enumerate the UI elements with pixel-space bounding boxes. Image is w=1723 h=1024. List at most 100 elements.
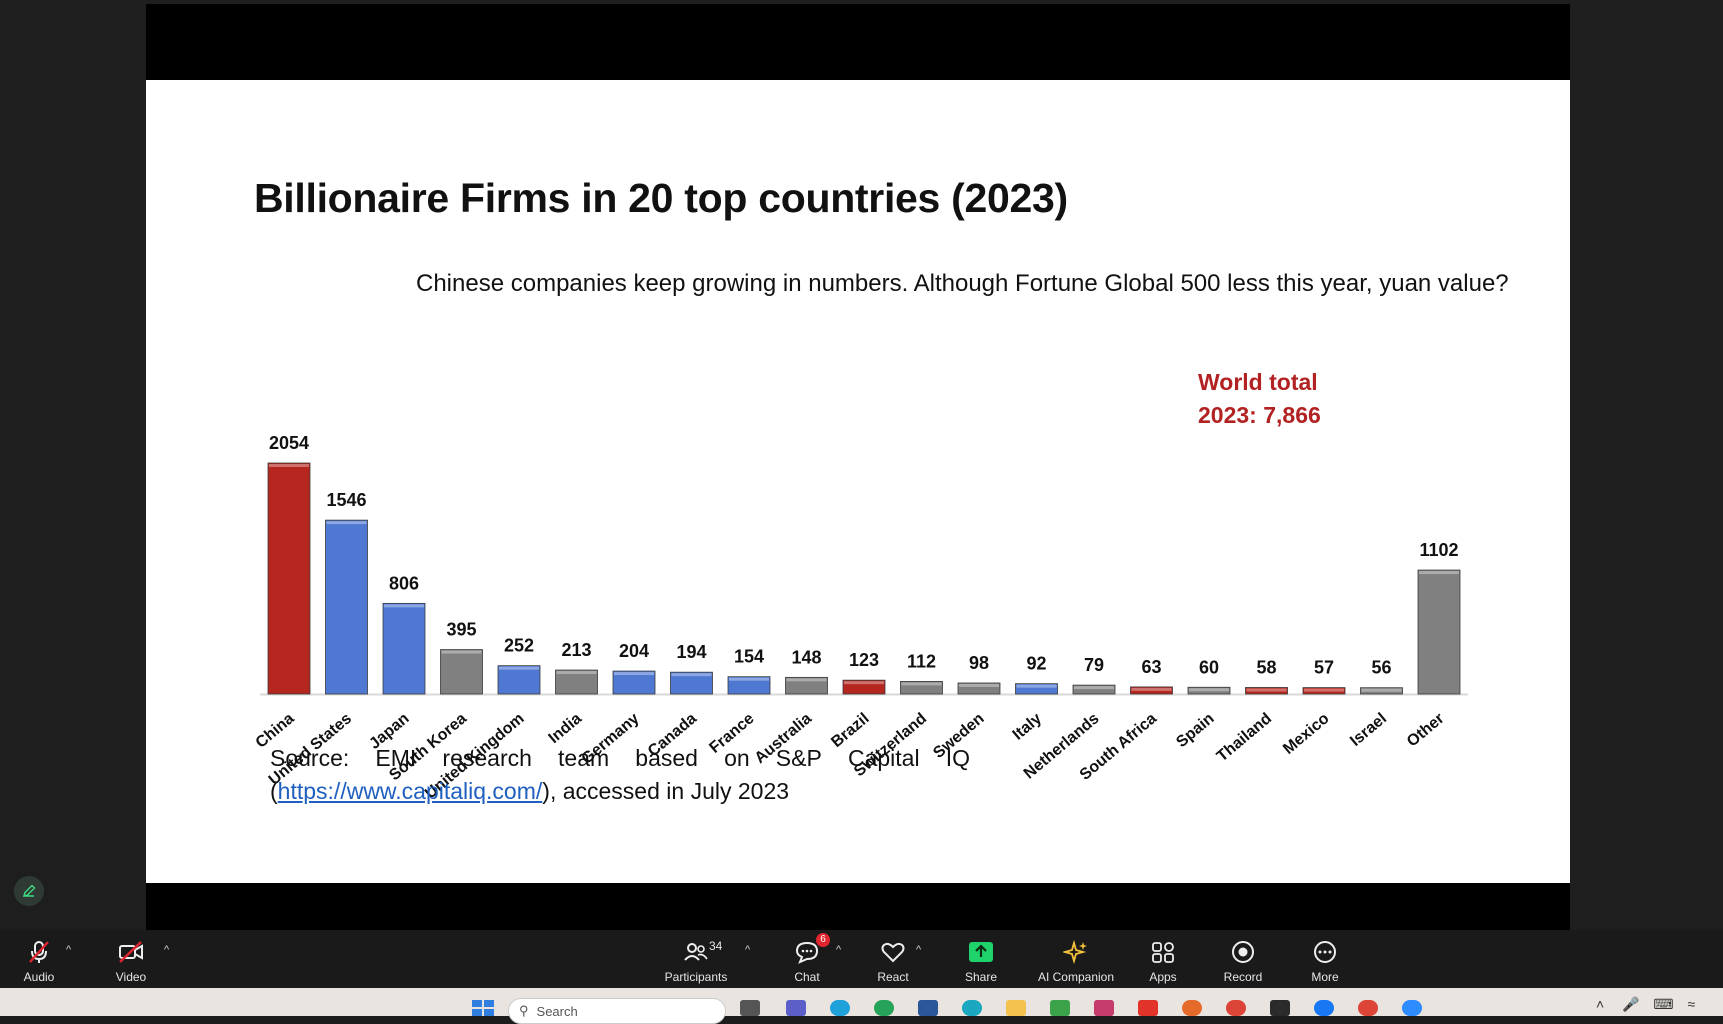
source-word: Source: (270, 745, 350, 771)
bar (1015, 683, 1058, 695)
video-button[interactable]: Video (110, 930, 152, 988)
bar-highlight (269, 464, 309, 467)
bar-highlight (384, 604, 424, 608)
source-rest: ), accessed in July 2023 (542, 778, 790, 804)
word-icon[interactable] (918, 1000, 938, 1016)
bar-highlight (844, 681, 884, 685)
snipping-tool-icon[interactable] (1094, 1000, 1114, 1016)
keyboard-icon[interactable]: ⌨ (1653, 996, 1674, 1012)
bar-highlight (614, 672, 654, 676)
teams-icon[interactable] (786, 1000, 806, 1016)
participants-button[interactable]: 34 Participants (660, 930, 732, 988)
slide-subtitle: Chinese companies keep growing in number… (416, 270, 1509, 297)
chrome-profile-icon[interactable] (1358, 1000, 1378, 1016)
bar (900, 681, 943, 695)
bar-highlight (901, 682, 942, 686)
microphone-muted-icon (29, 941, 49, 963)
bar (785, 676, 828, 695)
lock-app-icon[interactable] (1050, 1000, 1070, 1016)
windows-taskbar: ⚲ Search ˄ 🎤 ⌨ ≈ (0, 988, 1723, 1024)
zoom-icon[interactable] (1402, 1000, 1422, 1016)
chat-options-caret-icon[interactable]: ^ (836, 944, 842, 956)
react-button[interactable]: React (872, 930, 914, 988)
source-word: on (724, 745, 750, 771)
bar (1245, 687, 1288, 695)
bar-highlight (1016, 684, 1057, 688)
terminal-icon[interactable] (1270, 1000, 1290, 1016)
data-label: 213 (561, 640, 591, 660)
record-button[interactable]: Record (1220, 930, 1266, 988)
data-label: 204 (619, 641, 649, 661)
chevron-up-icon[interactable]: ˄ (1596, 996, 1605, 1012)
data-label: 252 (504, 636, 534, 656)
audio-button[interactable]: Audio (18, 930, 60, 988)
screen-share-area: Billionaire Firms in 20 top countries (2… (14, 4, 1570, 930)
audio-options-caret-icon[interactable]: ^ (66, 944, 72, 956)
data-label: 98 (969, 653, 989, 673)
data-label: 148 (791, 647, 821, 667)
source-word: EMI (375, 745, 417, 771)
bar (497, 665, 541, 695)
share-label: Share (964, 970, 998, 984)
source-line-2: (https://www.capitaliq.com/), accessed i… (270, 775, 970, 808)
source-open-paren: ( (270, 778, 278, 804)
apps-label: Apps (1149, 970, 1177, 984)
ai-companion-button[interactable]: AI Companion (1034, 930, 1118, 988)
camera-off-icon (119, 941, 143, 963)
taskbar-search-placeholder: Search (536, 1003, 578, 1019)
data-label: 60 (1199, 657, 1219, 677)
system-tray: ˄ 🎤 ⌨ ≈ (1596, 996, 1695, 1013)
whatsapp-icon[interactable] (874, 1000, 894, 1016)
bar-highlight (1189, 688, 1229, 692)
wifi-icon[interactable]: ≈ (1687, 996, 1696, 1012)
anydesk-icon[interactable] (1138, 1000, 1158, 1016)
source-note: Source: EMI research team based on S&P Capital I… (270, 742, 970, 808)
bar (267, 462, 311, 695)
more-button[interactable]: More (1304, 930, 1346, 988)
category-tick-label: Other (1404, 710, 1448, 750)
bar-highlight (1419, 571, 1459, 575)
chrome-icon[interactable] (1226, 1000, 1246, 1016)
windows-start-icon[interactable] (472, 1000, 494, 1016)
category-tick-label: Italy (1010, 710, 1046, 744)
react-options-caret-icon[interactable]: ^ (916, 944, 922, 956)
bar-highlight (441, 650, 482, 654)
bar (1360, 687, 1403, 695)
data-label: 123 (849, 650, 879, 670)
bar-highlight (959, 683, 999, 687)
bar (670, 671, 713, 695)
bar (1072, 684, 1116, 695)
world-total-callout: World total 2023: 7,866 (1198, 366, 1321, 432)
data-label: 63 (1141, 657, 1161, 677)
firefox-icon[interactable] (1182, 1000, 1202, 1016)
taskbar-search-input[interactable]: ⚲ Search (508, 998, 726, 1024)
video-label: Video (115, 970, 147, 984)
bar (842, 679, 886, 695)
bar-highlight (326, 521, 367, 525)
annotation-pen-button[interactable] (14, 876, 44, 906)
bar (612, 670, 656, 695)
bar (440, 649, 483, 695)
share-button[interactable]: Share (960, 930, 1002, 988)
facebook-icon[interactable] (1314, 1000, 1334, 1016)
apps-button[interactable]: Apps (1142, 930, 1184, 988)
microphone-tray-icon[interactable]: 🎤 (1622, 996, 1640, 1012)
data-label: 806 (389, 573, 419, 593)
record-icon (1232, 941, 1254, 963)
bar (1302, 687, 1346, 695)
participants-options-caret-icon[interactable]: ^ (745, 944, 751, 956)
bar (727, 676, 771, 695)
file-explorer-icon[interactable] (1006, 1000, 1026, 1016)
participants-label: Participants (664, 970, 728, 984)
chat-button[interactable]: 6 Chat (786, 930, 830, 988)
bar (555, 669, 598, 695)
task-view-icon[interactable] (740, 1000, 760, 1016)
source-link[interactable]: https://www.capitaliq.com/ (277, 778, 543, 804)
video-options-caret-icon[interactable]: ^ (164, 944, 170, 956)
category-tick-label: Mexico (1280, 710, 1333, 758)
edge-icon[interactable] (830, 1000, 850, 1016)
source-line: Source: EMI research team based on S&P Capital I… (270, 742, 970, 775)
data-label: 1546 (326, 490, 366, 510)
copilot-icon[interactable] (962, 1000, 982, 1016)
bar (325, 519, 368, 695)
